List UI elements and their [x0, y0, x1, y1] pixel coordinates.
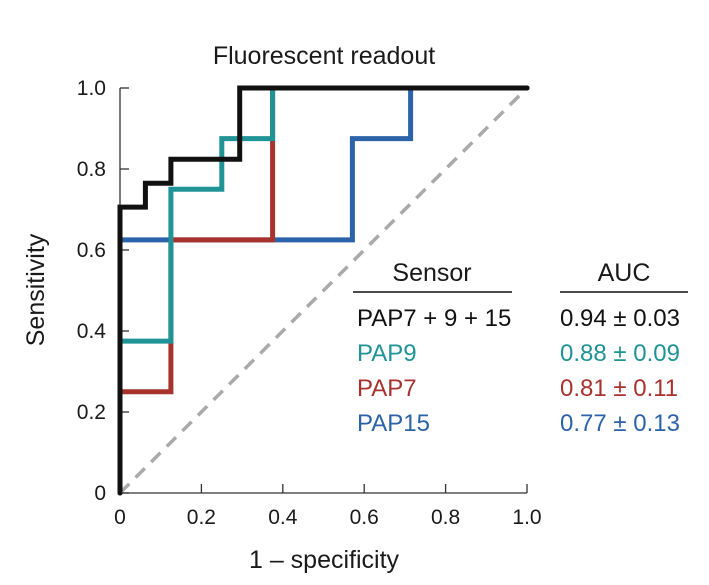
legend-auc-value: 0.81 ± 0.11 [560, 375, 678, 402]
axes: 0 0.2 0.4 0.6 0.8 1.0 0 0.2 0.4 0.6 0.8 1.0 [77, 77, 542, 529]
legend-auc-value: 0.94 ± 0.03 [560, 305, 680, 332]
y-tick-label: 0.2 [77, 401, 106, 424]
y-tick-label: 1.0 [77, 77, 106, 100]
legend-auc-value: 0.88 ± 0.09 [560, 340, 680, 367]
x-axis-label: 1 – specificity [249, 546, 400, 574]
legend-auc-value: 0.77 ± 0.13 [560, 410, 680, 437]
legend-sensor-label: PAP7 + 9 + 15 [357, 305, 511, 332]
y-tick-label: 0.8 [77, 158, 106, 181]
x-tick-label: 0.8 [431, 506, 460, 529]
y-tick-label: 0 [94, 482, 106, 505]
y-axis-label: Sensitivity [22, 233, 50, 346]
legend-sensor-header: Sensor [392, 259, 471, 287]
series-layer [117, 85, 530, 496]
x-tick-label: 0.6 [350, 506, 379, 529]
reference-diagonal [118, 86, 529, 495]
roc-line-pap7-9-15 [117, 85, 530, 496]
legend-auc-header: AUC [598, 259, 651, 287]
y-tick-label: 0.6 [77, 239, 106, 262]
chart-title: Fluorescent readout [213, 42, 435, 70]
x-tick-label: 0.2 [187, 506, 216, 529]
legend-sensor-label: PAP15 [357, 410, 430, 437]
legend-sensor-label: PAP9 [357, 340, 417, 367]
reference-diagonal-line [118, 86, 529, 495]
roc-line-pap9 [117, 85, 530, 496]
legend-sensor-label: PAP7 [357, 375, 417, 402]
x-tick-label: 0.4 [268, 506, 298, 529]
x-tick-label: 0 [114, 506, 126, 529]
x-tick-label: 1.0 [512, 506, 541, 529]
y-tick-label: 0.4 [77, 320, 107, 343]
legend: Sensor AUC PAP7 + 9 + 15 0.94 ± 0.03 PAP9 0.8… [353, 259, 688, 437]
